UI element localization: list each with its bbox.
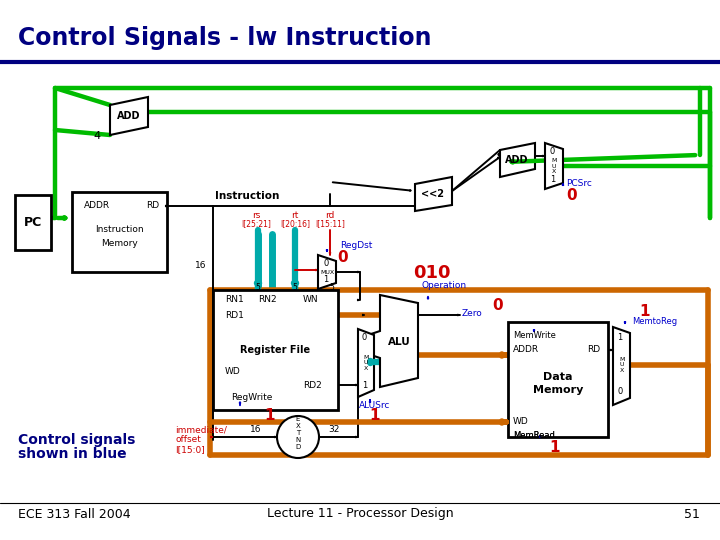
- Text: 5: 5: [292, 282, 297, 292]
- Text: 1: 1: [362, 381, 367, 389]
- Circle shape: [277, 416, 319, 458]
- Text: 0: 0: [362, 333, 367, 341]
- Text: RD: RD: [146, 201, 159, 211]
- Text: MemWrite: MemWrite: [513, 330, 556, 340]
- Bar: [508, 322, 608, 437]
- Text: ADD: ADD: [505, 155, 528, 165]
- Text: Instruction: Instruction: [95, 226, 144, 234]
- Text: ECE 313 Fall 2004: ECE 313 Fall 2004: [18, 508, 130, 521]
- Polygon shape: [545, 143, 563, 189]
- Bar: [72, 192, 167, 272]
- Text: 1: 1: [265, 408, 275, 423]
- Polygon shape: [500, 143, 535, 177]
- Text: 1: 1: [640, 305, 650, 320]
- Text: ADDR: ADDR: [513, 346, 539, 354]
- Text: 1: 1: [550, 440, 560, 455]
- Text: rd: rd: [325, 212, 335, 220]
- Text: 0: 0: [617, 388, 622, 396]
- Text: RN2: RN2: [258, 295, 276, 305]
- Text: RegWrite: RegWrite: [231, 394, 272, 402]
- Polygon shape: [358, 329, 374, 397]
- Text: 1: 1: [617, 333, 622, 341]
- Text: RD2: RD2: [303, 381, 322, 389]
- Text: E
X
T
N
D: E X T N D: [295, 416, 301, 450]
- Text: M
U
X: M U X: [552, 158, 557, 174]
- Text: 5: 5: [256, 282, 261, 292]
- Text: 0: 0: [492, 298, 503, 313]
- Text: rs: rs: [252, 212, 260, 220]
- Text: MemRead: MemRead: [513, 430, 555, 440]
- Text: MUX: MUX: [320, 269, 334, 274]
- Bar: [15, 195, 51, 250]
- Text: 5: 5: [330, 282, 334, 292]
- Text: I[15:11]: I[15:11]: [315, 219, 345, 228]
- Text: M
U
X: M U X: [619, 357, 625, 373]
- Text: Lecture 11 - Processor Design: Lecture 11 - Processor Design: [266, 508, 454, 521]
- Text: 1: 1: [550, 174, 555, 184]
- Text: 16: 16: [194, 260, 206, 269]
- Text: 4: 4: [94, 131, 101, 141]
- Text: Control Signals - lw Instruction: Control Signals - lw Instruction: [18, 26, 431, 50]
- Text: <<2: <<2: [421, 189, 444, 199]
- Text: Memory: Memory: [101, 240, 138, 248]
- Text: Memory: Memory: [533, 385, 583, 395]
- Polygon shape: [110, 97, 148, 135]
- Polygon shape: [415, 177, 452, 211]
- Text: Control signals: Control signals: [18, 433, 135, 447]
- Text: PCSrc: PCSrc: [566, 179, 592, 187]
- Text: I[15:0]: I[15:0]: [175, 446, 204, 455]
- Text: WN: WN: [303, 295, 319, 305]
- Polygon shape: [613, 327, 630, 405]
- Text: PC: PC: [24, 216, 42, 229]
- Text: rt: rt: [292, 212, 299, 220]
- Text: Data: Data: [544, 372, 572, 382]
- Text: RD1: RD1: [225, 310, 244, 320]
- Text: 0: 0: [323, 259, 328, 267]
- Text: M
U
X: M U X: [364, 355, 369, 372]
- Text: 0: 0: [567, 188, 577, 204]
- Text: RN1: RN1: [225, 295, 244, 305]
- Text: ADDR: ADDR: [84, 201, 110, 211]
- Text: 16: 16: [251, 424, 262, 434]
- Text: immediate/: immediate/: [175, 426, 227, 435]
- Text: 010: 010: [413, 264, 451, 282]
- Text: offset: offset: [175, 435, 201, 444]
- Text: MemtoReg: MemtoReg: [632, 318, 677, 327]
- Text: WD: WD: [225, 368, 240, 376]
- Bar: [213, 290, 338, 410]
- Text: ALUSrc: ALUSrc: [359, 401, 391, 409]
- Text: I[20:16]: I[20:16]: [280, 219, 310, 228]
- Text: MemRead: MemRead: [513, 430, 555, 440]
- Text: Register File: Register File: [240, 345, 310, 355]
- Polygon shape: [365, 295, 418, 387]
- Text: 1: 1: [323, 275, 328, 285]
- Text: 1: 1: [370, 408, 380, 422]
- Text: 32: 32: [328, 424, 340, 434]
- Text: RD: RD: [587, 346, 600, 354]
- Text: Operation: Operation: [422, 280, 467, 289]
- Polygon shape: [318, 255, 336, 289]
- Text: RegDst: RegDst: [340, 241, 372, 251]
- Text: 51: 51: [684, 508, 700, 521]
- Text: ALU: ALU: [387, 337, 410, 347]
- Text: shown in blue: shown in blue: [18, 447, 127, 461]
- Text: Instruction: Instruction: [215, 191, 279, 201]
- Text: WD: WD: [513, 417, 528, 427]
- Text: I[25:21]: I[25:21]: [241, 219, 271, 228]
- Text: 0: 0: [338, 249, 348, 265]
- Text: Zero: Zero: [462, 308, 482, 318]
- Text: ADD: ADD: [117, 111, 140, 121]
- Text: 0: 0: [550, 147, 555, 157]
